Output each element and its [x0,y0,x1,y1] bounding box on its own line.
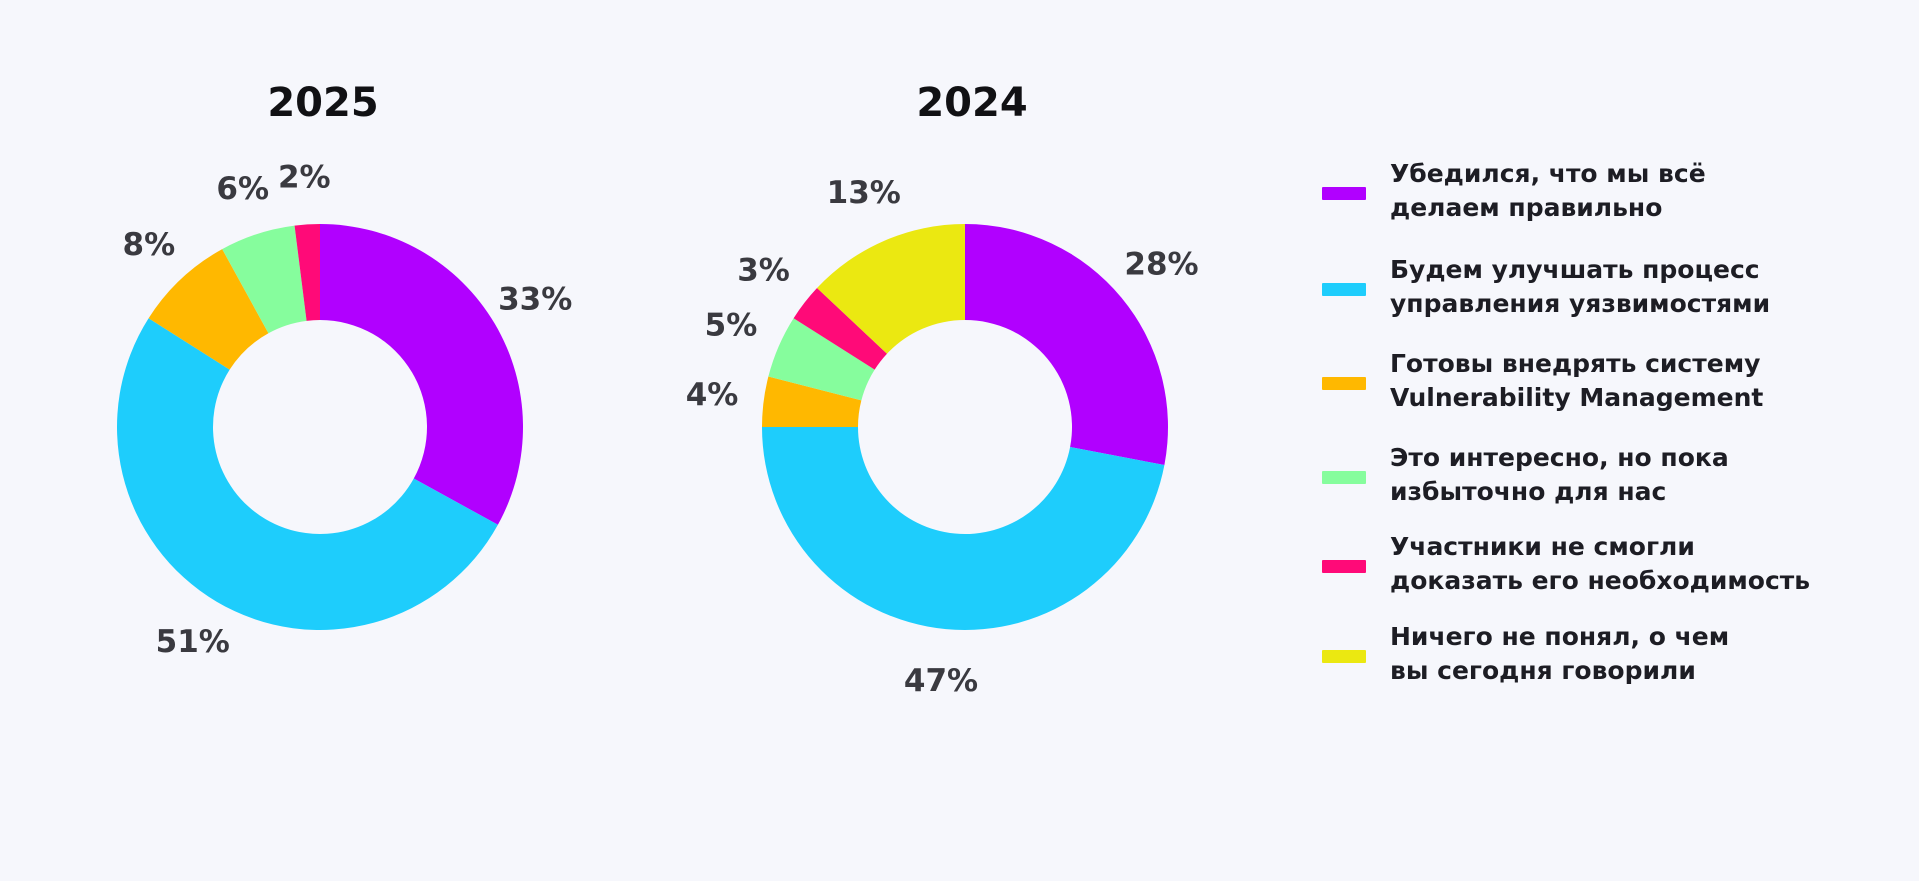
slice-2025-0 [320,224,523,525]
data-label-2024-5: 13% [827,175,901,211]
slice-2024-4 [793,288,888,370]
slice-2024-1 [762,427,1165,630]
legend-swatch-interesting-redundant [1322,471,1366,484]
chart-title: 2025 [267,80,378,126]
slice-2025-3 [222,225,307,334]
slice-2024-2 [762,376,862,427]
legend-label-did-not-understand: Ничего не понял, о чем вы сегодня говори… [1390,622,1730,685]
legend-label-improve-process: Будем улучшать процесс управления уязвим… [1390,255,1771,318]
data-label-2024-2: 4% [686,377,739,413]
legend-swatch-not-convinced [1322,560,1366,573]
data-label-2024-4: 3% [737,253,790,289]
data-label-2025-0: 33% [498,282,572,318]
data-label-2025-4: 2% [278,159,331,195]
slice-2025-1 [117,318,498,630]
data-label-2024-1: 47% [904,663,978,699]
legend-swatch-ready-to-implement [1322,377,1366,390]
legend-swatch-confirmed [1322,187,1366,200]
slice-2025-2 [148,249,269,370]
legend-swatch-did-not-understand [1322,650,1366,663]
legend-label-interesting-redundant: Это интересно, но пока избыточно для нас [1390,443,1729,506]
data-label-2024-3: 5% [705,308,758,344]
data-label-2025-3: 6% [216,171,269,207]
chart-title: 2024 [916,80,1027,126]
legend-swatch-improve-process [1322,283,1366,296]
donut-chart-2024: 2024 28% 47% 4% 5% 3% 13% [686,80,1199,699]
donut-chart-2025: 2025 33% 51% 8% 6% 2% [117,80,572,660]
legend-label-confirmed: Убедился, что мы всё делаем правильно [1390,159,1706,222]
data-label-2024-0: 28% [1124,246,1198,282]
legend-label-not-convinced: Участники не смогли доказать его необход… [1390,532,1811,595]
slice-2025-4 [294,224,320,321]
slice-2024-5 [817,224,965,354]
data-label-2025-2: 8% [123,227,176,263]
data-label-2025-1: 51% [156,624,230,660]
slice-2024-3 [768,318,875,401]
slice-2024-0 [965,224,1168,466]
legend-label-ready-to-implement: Готовы внедрять систему Vulnerability Ma… [1390,349,1764,412]
